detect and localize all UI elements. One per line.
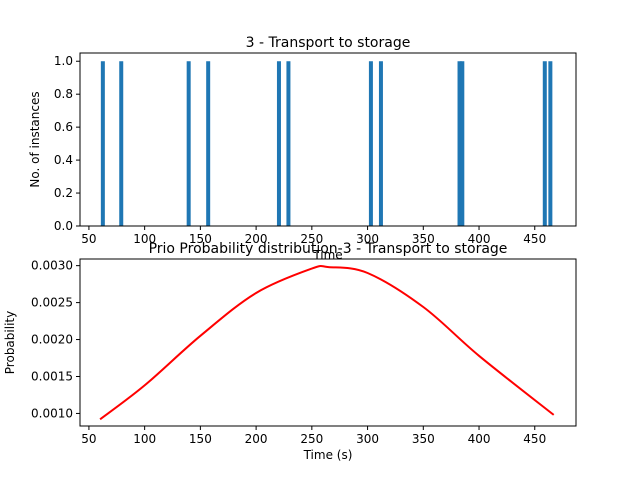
line-chart-y-ticks: 0.0010 0.0015 0.0020 0.0025 0.0030 (31, 259, 80, 420)
bar-chart-y-ticks: 0.0 0.2 0.4 0.6 0.8 1.0 (54, 54, 80, 233)
y-tick-label: 0.0010 (31, 406, 73, 420)
line-chart-axes-frame (79, 258, 577, 427)
bar (119, 61, 124, 226)
x-tick-label: 150 (189, 232, 212, 246)
x-tick-label: 400 (468, 232, 491, 246)
bar (286, 61, 291, 226)
x-tick-label: 250 (300, 232, 323, 246)
x-tick-label: 300 (356, 232, 379, 246)
bar (457, 61, 462, 226)
y-tick-label: 0.0030 (31, 259, 73, 273)
y-tick-label: 0.0 (54, 219, 73, 233)
bar (548, 61, 553, 226)
bar-chart-axes-frame (79, 52, 577, 227)
line-chart-y-label: Probability (3, 311, 17, 374)
y-tick-label: 1.0 (54, 54, 73, 68)
x-tick-label: 350 (412, 232, 435, 246)
probability-line (99, 264, 555, 421)
bar (206, 61, 211, 226)
line-chart-x-label: Time (s) (303, 448, 353, 462)
x-tick-label: 400 (468, 432, 491, 446)
bar (186, 61, 191, 226)
x-tick-label: 200 (245, 432, 268, 446)
bar-chart-bars (100, 61, 553, 226)
x-tick-label: 200 (245, 232, 268, 246)
bar (542, 61, 547, 226)
y-tick-label: 0.4 (54, 153, 73, 167)
bar-chart-y-label: No. of instances (28, 91, 42, 187)
line-chart-series (99, 264, 555, 421)
bar (460, 61, 465, 226)
x-tick-label: 50 (81, 232, 96, 246)
x-tick-label: 350 (412, 432, 435, 446)
x-tick-label: 450 (523, 232, 546, 246)
x-tick-label: 50 (81, 432, 96, 446)
bar-chart-title: 3 - Transport to storage (246, 35, 411, 51)
y-tick-label: 0.8 (54, 87, 73, 101)
x-tick-label: 150 (189, 432, 212, 446)
y-tick-label: 0.0020 (31, 333, 73, 347)
x-tick-label: 250 (300, 432, 323, 446)
x-tick-label: 100 (133, 232, 156, 246)
x-tick-label: 300 (356, 432, 379, 446)
bar-chart: 50 100 150 200 250 300 350 400 450 0.00.20.40.60… (28, 35, 577, 262)
line-chart: 50 100 150 200 250 300 350 400 450 0.00100.00150… (3, 241, 577, 462)
x-tick-label: 450 (523, 432, 546, 446)
bar (276, 61, 281, 226)
bar (100, 61, 105, 226)
line-chart-title: Prio Probability distribution-3 - Transp… (149, 241, 508, 257)
x-tick-label: 100 (133, 432, 156, 446)
y-tick-label: 0.2 (54, 186, 73, 200)
y-tick-label: 0.0015 (31, 369, 73, 383)
y-tick-label: 0.6 (54, 120, 73, 134)
line-chart-x-ticks: 50 100 150 200 250 300 350 400 450 (81, 426, 546, 446)
bar-chart-x-ticks: 50 100 150 200 250 300 350 400 450 (81, 226, 546, 246)
bar (378, 61, 383, 226)
y-tick-label: 0.0025 (31, 296, 73, 310)
bar (368, 61, 373, 226)
